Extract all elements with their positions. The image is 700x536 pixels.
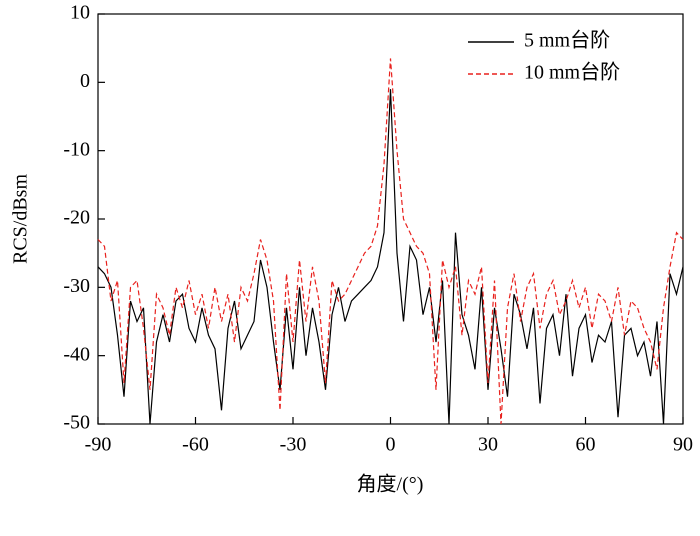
x-tick-label: 90 xyxy=(673,434,693,456)
series-line xyxy=(97,58,684,425)
y-tick-label: -10 xyxy=(63,138,90,160)
x-tick-label: -90 xyxy=(85,434,112,456)
y-tick-label: -20 xyxy=(63,207,90,229)
y-tick-label: 0 xyxy=(80,70,90,92)
x-tick-label: -60 xyxy=(182,434,209,456)
y-tick-label: -50 xyxy=(63,412,90,434)
x-tick-label: 60 xyxy=(576,434,596,456)
y-axis-label: RCS/dBsm xyxy=(10,174,32,264)
x-axis-label: 角度/(°) xyxy=(357,473,424,496)
legend-label: 10 mm台阶 xyxy=(524,61,620,84)
x-tick-label: 30 xyxy=(478,434,498,456)
x-tick-label: -30 xyxy=(280,434,307,456)
y-tick-label: 10 xyxy=(70,2,90,24)
x-tick-label: 0 xyxy=(386,434,396,456)
legend-label: 5 mm台阶 xyxy=(524,29,610,52)
y-tick-label: -30 xyxy=(63,275,90,297)
series-line xyxy=(97,89,684,425)
y-tick-label: -40 xyxy=(63,343,90,365)
